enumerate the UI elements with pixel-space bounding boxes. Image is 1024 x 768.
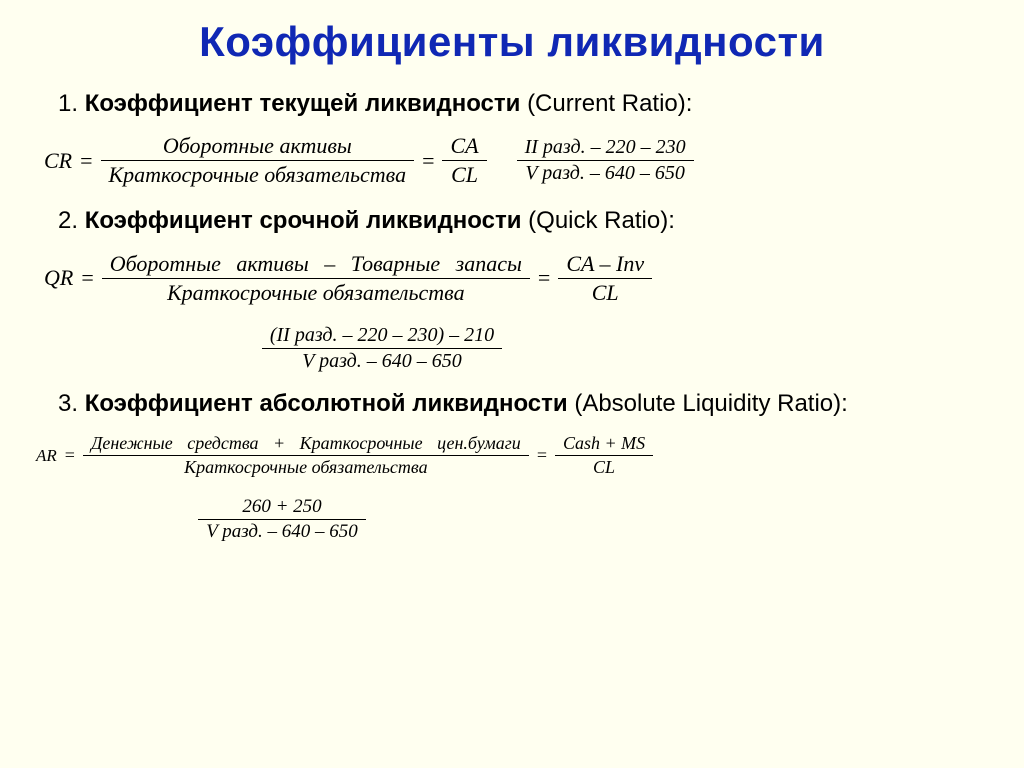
- section-2-number: 2.: [58, 207, 78, 234]
- section-3-heading: 3. Коэффициент абсолютной ликвидности (A…: [58, 388, 994, 420]
- section-3-name: Коэффициент абсолютной ликвидности: [85, 390, 568, 417]
- cr-frac-main: Оборотные активы Краткосрочные обязатель…: [101, 132, 415, 189]
- ar-lhs: AR: [36, 446, 57, 466]
- ar-frac-short-den: CL: [585, 456, 623, 479]
- cr-frac-sec-num: II разд. – 220 – 230: [517, 135, 694, 160]
- section-3-english: (Absolute Liquidity Ratio):: [574, 390, 847, 417]
- qr-sec-den: V разд. – 640 – 650: [294, 349, 470, 374]
- cr-lhs: CR: [44, 148, 72, 174]
- section-2-heading: 2. Коэффициент срочной ликвидности (Quic…: [58, 205, 994, 237]
- ar-frac-main-num: Денежные средства + Краткосрочные цен.бу…: [83, 432, 529, 455]
- section-1-english: (Current Ratio):: [527, 90, 692, 117]
- qr-lhs: QR: [44, 265, 73, 291]
- ar-secondary-row: 260 + 250 V разд. – 640 – 650: [30, 495, 994, 544]
- cr-frac-short: CA CL: [442, 132, 486, 189]
- ar-frac-main: Денежные средства + Краткосрочные цен.бу…: [83, 432, 529, 479]
- cr-frac-short-num: CA: [442, 132, 486, 160]
- ar-sec-den: V разд. – 640 – 650: [198, 520, 366, 544]
- section-1-number: 1.: [58, 90, 78, 117]
- qr-frac-short-den: CL: [584, 279, 627, 307]
- ar-frac-secondary: 260 + 250 V разд. – 640 – 650: [198, 495, 366, 544]
- equals-sign: =: [535, 445, 549, 466]
- ar-frac-main-den: Краткосрочные обязательства: [176, 456, 435, 479]
- qr-secondary-row: (II разд. – 220 – 230) – 210 V разд. – 6…: [30, 323, 994, 374]
- ar-sec-num: 260 + 250: [234, 495, 329, 519]
- slide-title: Коэффициенты ликвидности: [30, 18, 994, 66]
- equals-sign: =: [78, 148, 94, 174]
- equals-sign: =: [536, 265, 552, 291]
- equals-sign: =: [63, 445, 77, 466]
- qr-frac-main-num: Оборотные активы – Товарные запасы: [102, 250, 530, 278]
- equals-sign: =: [420, 148, 436, 174]
- cr-frac-short-den: CL: [443, 161, 486, 189]
- ar-frac-short: Cash + MS CL: [555, 432, 653, 479]
- qr-frac-short: CA – Inv CL: [558, 250, 652, 307]
- cr-frac-sec-den: V разд. – 640 – 650: [517, 161, 693, 186]
- section-1-heading: 1. Коэффициент текущей ликвидности (Curr…: [58, 88, 994, 120]
- cr-frac-main-num: Оборотные активы: [155, 132, 360, 160]
- qr-frac-short-num: CA – Inv: [558, 250, 652, 278]
- qr-sec-num: (II разд. – 220 – 230) – 210: [262, 323, 502, 348]
- section-1-name: Коэффициент текущей ликвидности: [85, 90, 521, 117]
- cr-frac-sections: II разд. – 220 – 230 V разд. – 640 – 650: [517, 135, 694, 186]
- ar-frac-short-num: Cash + MS: [555, 432, 653, 455]
- formula-row-ar: AR = Денежные средства + Краткосрочные ц…: [36, 432, 994, 479]
- qr-frac-main: Оборотные активы – Товарные запасы Кратк…: [102, 250, 530, 307]
- qr-frac-secondary: (II разд. – 220 – 230) – 210 V разд. – 6…: [262, 323, 502, 374]
- formula-row-cr: CR = Оборотные активы Краткосрочные обяз…: [44, 132, 994, 189]
- qr-frac-main-den: Краткосрочные обязательства: [159, 279, 473, 307]
- section-3-number: 3.: [58, 390, 78, 417]
- formula-row-qr: QR = Оборотные активы – Товарные запасы …: [44, 250, 994, 307]
- section-2-english: (Quick Ratio):: [528, 207, 675, 234]
- section-2-name: Коэффициент срочной ликвидности: [85, 207, 522, 234]
- equals-sign: =: [79, 265, 95, 291]
- cr-frac-main-den: Краткосрочные обязательства: [101, 161, 415, 189]
